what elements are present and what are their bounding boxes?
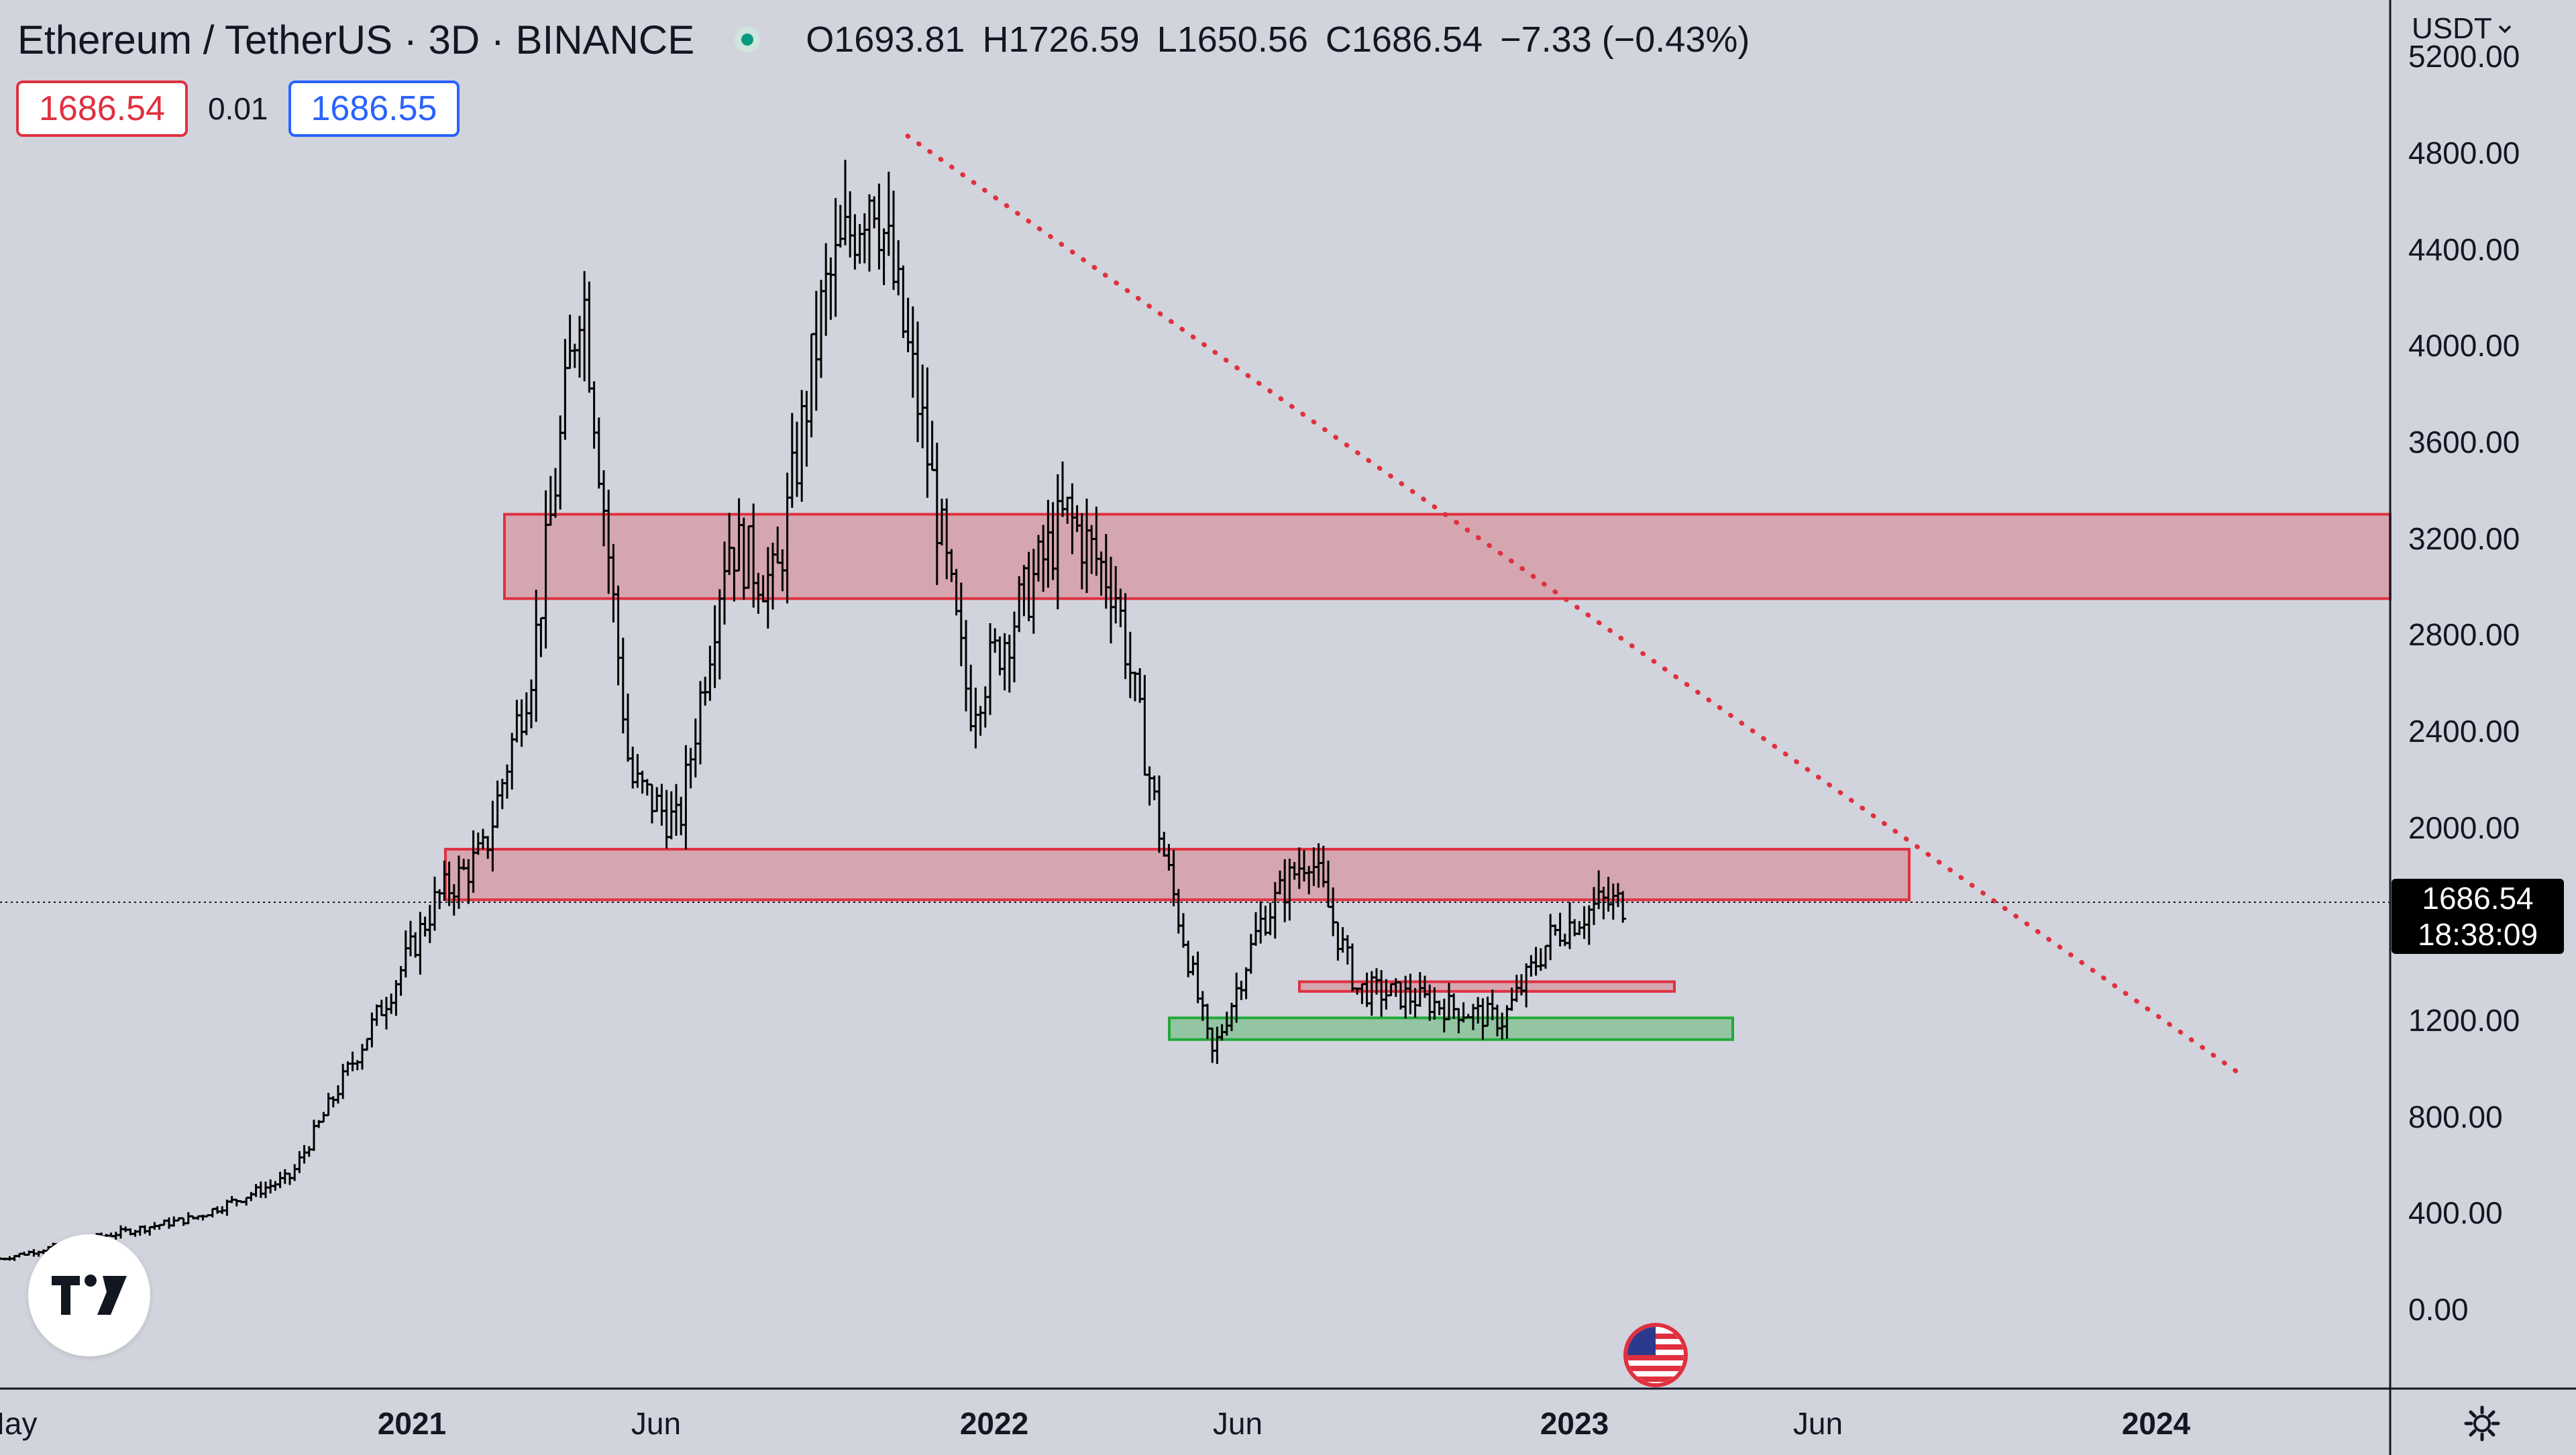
price-tick-label: 5200.00: [2408, 39, 2520, 74]
time-tick-label: Jun: [1792, 1406, 1843, 1441]
price-tick-label: 2400.00: [2408, 713, 2520, 749]
price-tick-label: 0.00: [2408, 1292, 2469, 1327]
candles-layer: [0, 160, 1627, 1261]
ohlc-low: L1650.56: [1157, 19, 1308, 60]
resistance-zone[interactable]: [444, 847, 1911, 902]
symbol-title[interactable]: Ethereum / TetherUS · 3D · BINANCE: [17, 17, 695, 62]
time-tick-label: Jun: [1212, 1406, 1263, 1441]
chart-header: Ethereum / TetherUS · 3D · BINANCE O1693…: [17, 9, 1750, 70]
price-tick-label: 4800.00: [2408, 135, 2520, 170]
bar-countdown: 18:38:09: [2417, 917, 2538, 952]
last-price-value: 1686.54: [2422, 881, 2534, 916]
ohlc-open: O1693.81: [806, 19, 965, 60]
us-flag-glyph: [1627, 1327, 1684, 1383]
time-tick-label: 2021: [377, 1406, 447, 1441]
time-tick-label: Jun: [631, 1406, 682, 1441]
trendline-layer: [905, 133, 2249, 1081]
settings-gear-icon[interactable]: [2462, 1403, 2502, 1444]
quick-trade-bar: 1686.54 0.01 1686.55: [16, 79, 460, 138]
time-tick-label: 2022: [959, 1406, 1029, 1441]
time-tick-label: 2023: [1540, 1406, 1609, 1441]
chevron-down-icon: [2498, 25, 2512, 34]
trendline[interactable]: [905, 133, 2249, 1081]
price-tick-label: 3600.00: [2408, 424, 2520, 460]
sell-price-button[interactable]: 1686.54: [16, 80, 188, 137]
zones-layer: [444, 513, 2392, 1041]
ohlc-close: C1686.54: [1325, 19, 1483, 60]
price-tick-label: 4000.00: [2408, 328, 2520, 364]
price-tick-label: 3200.00: [2408, 521, 2520, 556]
currency-selector[interactable]: USDT: [2412, 12, 2514, 46]
candle: [1619, 891, 1627, 923]
price-change: −7.33 (−0.43%): [1500, 19, 1750, 60]
buy-price-button[interactable]: 1686.55: [288, 80, 460, 137]
resistance-zone[interactable]: [503, 513, 2392, 600]
price-tick-label: 4400.00: [2408, 231, 2520, 267]
time-tick-label: May: [0, 1406, 38, 1441]
tradingview-logo-glyph: [52, 1275, 127, 1315]
price-tick-label: 2000.00: [2408, 810, 2520, 845]
support-zone[interactable]: [1168, 1016, 1734, 1041]
price-tick-label: 800.00: [2408, 1099, 2503, 1134]
last-price-tag: 1686.54 18:38:09: [2392, 879, 2564, 954]
price-tick-label: 400.00: [2408, 1195, 2503, 1231]
currency-label: USDT: [2412, 12, 2492, 45]
spread-value: 0.01: [207, 91, 268, 126]
resistance-zone[interactable]: [1298, 980, 1676, 993]
us-flag-icon[interactable]: [1623, 1323, 1688, 1387]
market-open-status-icon: [735, 27, 761, 52]
price-tick-label: 1200.00: [2408, 1002, 2520, 1038]
ohlc-high: H1726.59: [982, 19, 1140, 60]
price-tick-label: 2800.00: [2408, 617, 2520, 653]
price-axis[interactable]: [2390, 0, 2576, 1389]
ohlc-readout: O1693.81 H1726.59 L1650.56 C1686.54 −7.3…: [806, 19, 1750, 60]
tradingview-logo-icon[interactable]: [28, 1234, 150, 1356]
time-tick-label: 2024: [2121, 1406, 2191, 1441]
